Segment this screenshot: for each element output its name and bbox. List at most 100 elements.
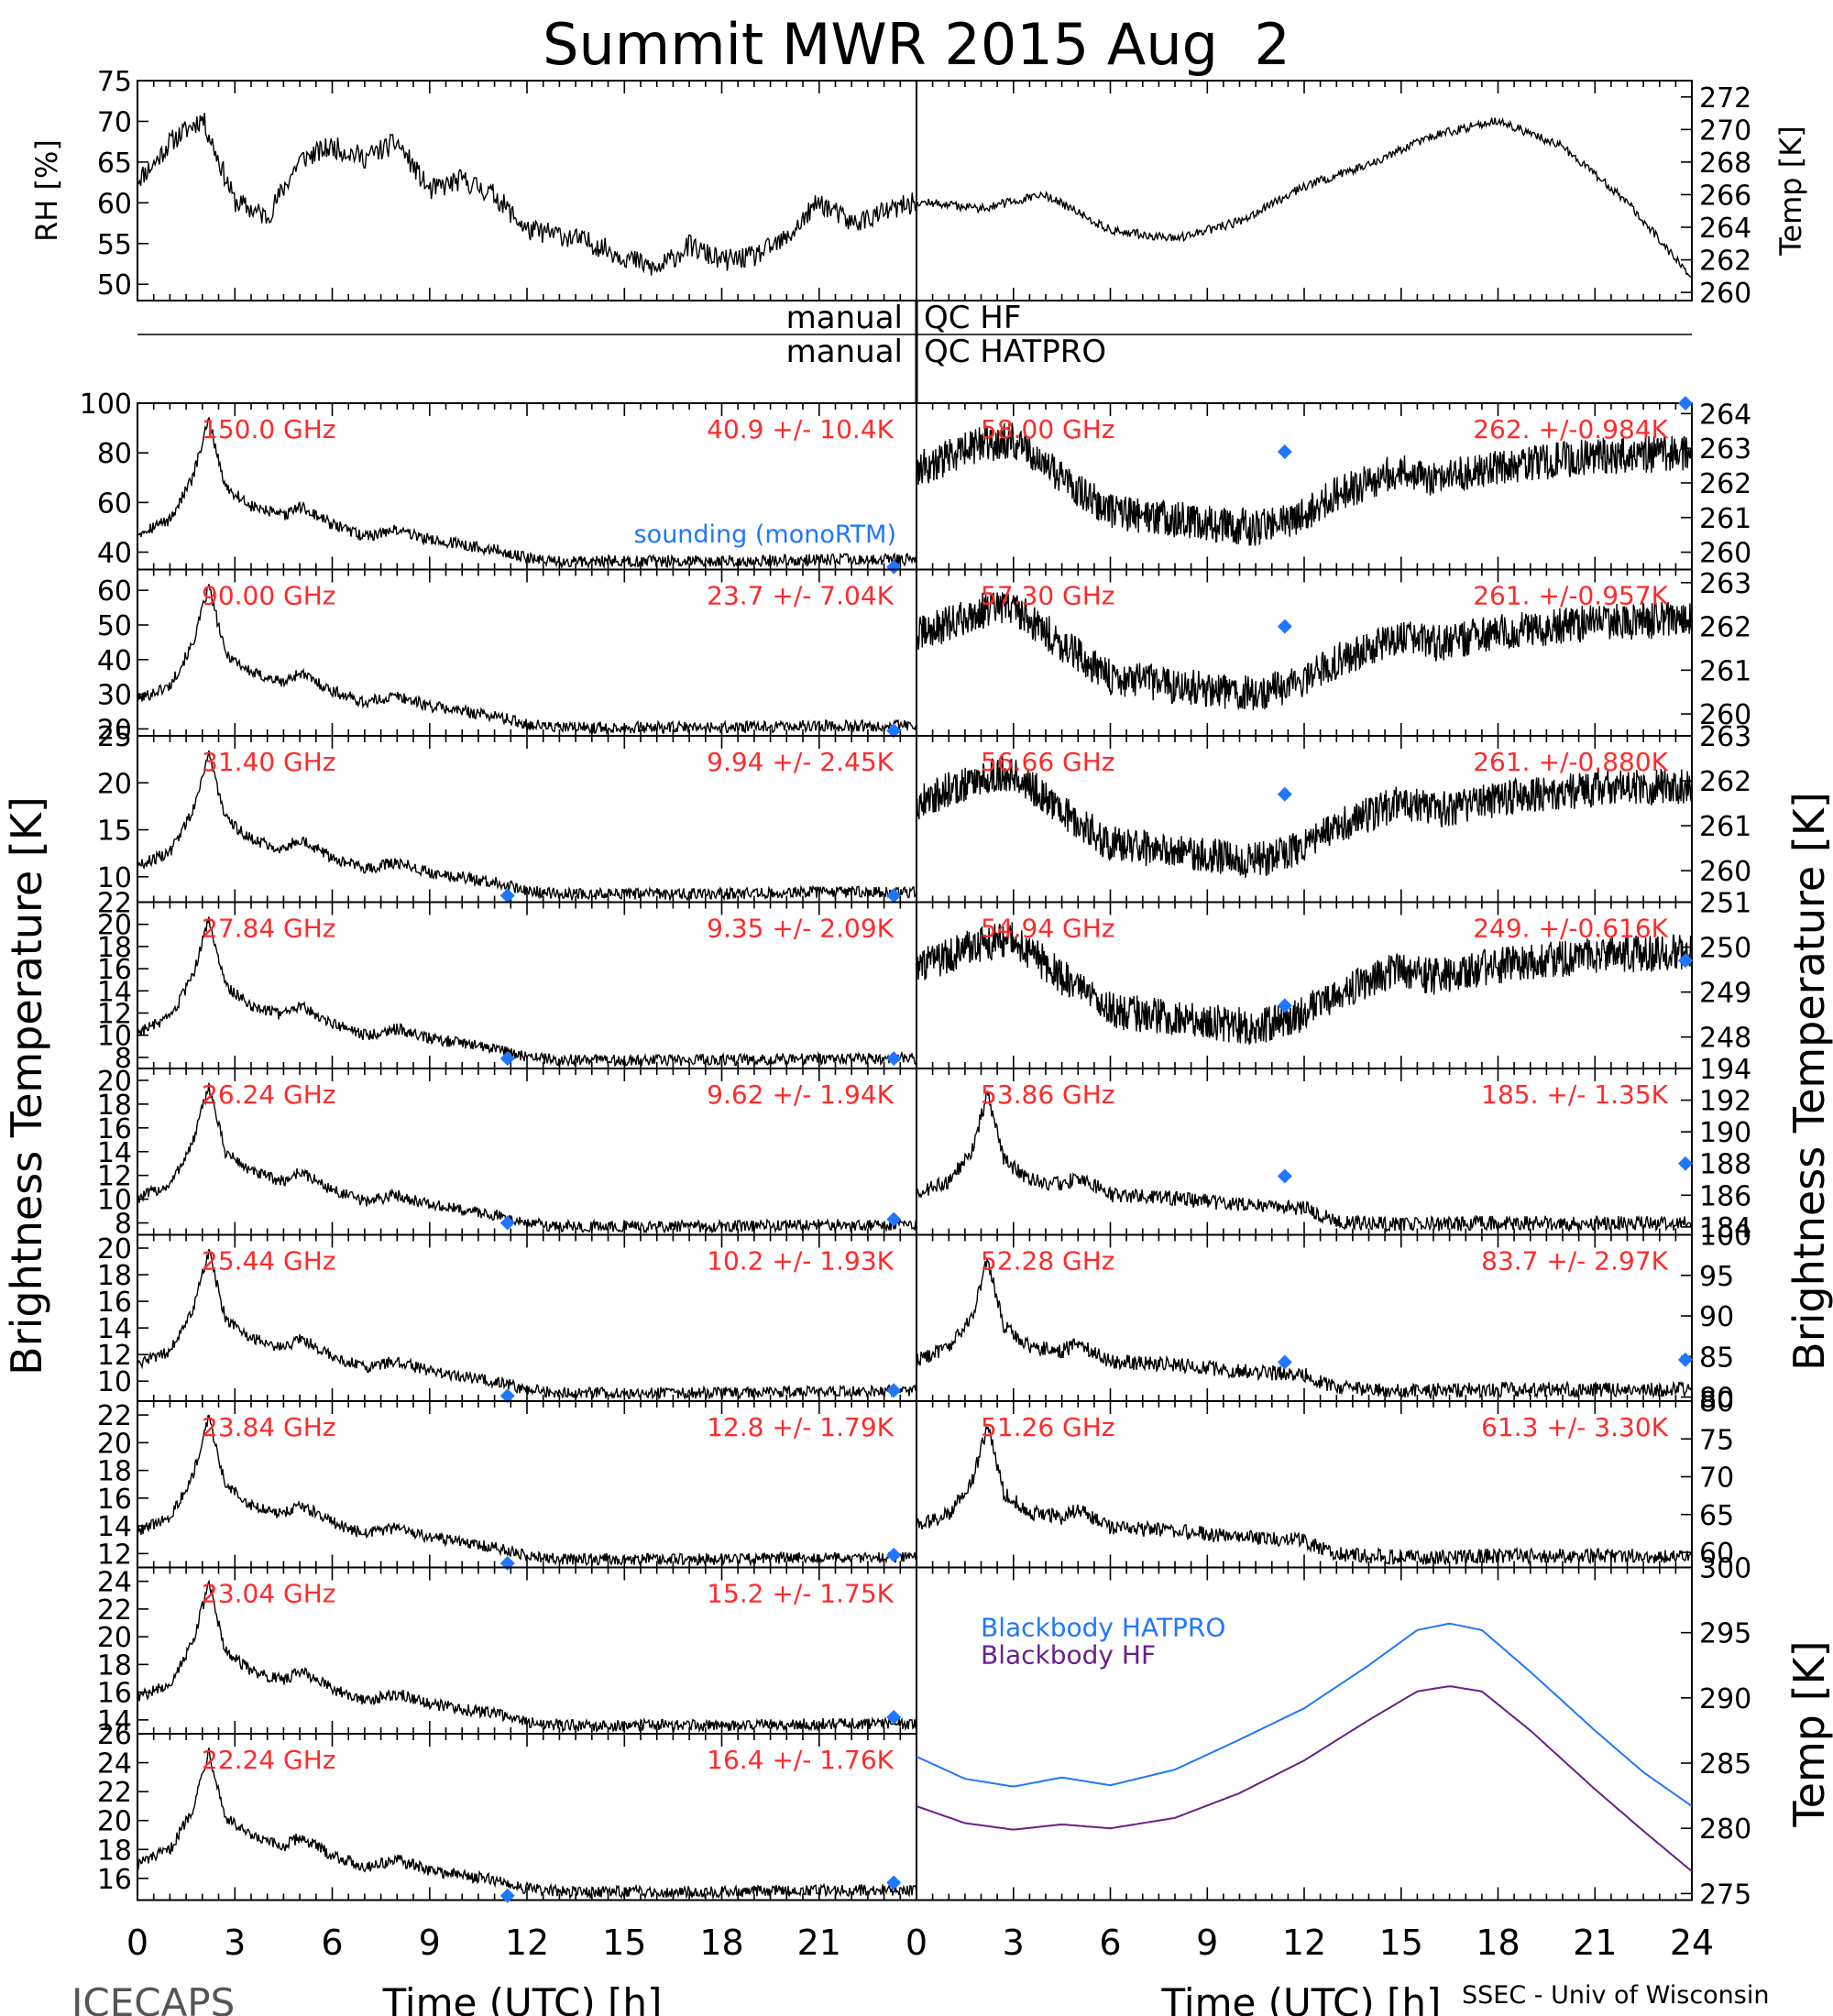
- x-tick-marks: [916, 902, 1693, 1068]
- channel-stat: 261. +/-0.957K: [1473, 581, 1668, 611]
- x-tick-marks: [137, 1734, 917, 1901]
- x-tick-label: 24: [1670, 1923, 1714, 1963]
- y-tick-label: 90: [1699, 1301, 1734, 1333]
- y-tick-label: 80: [1699, 1383, 1734, 1415]
- y-tick-label: 250: [1699, 933, 1751, 965]
- sounding-marker: [499, 1888, 515, 1903]
- y-tick-label: 16: [97, 1864, 132, 1896]
- x-tick-label: 15: [602, 1923, 646, 1963]
- y-tick-label: 20: [97, 1233, 132, 1265]
- temp-tick-label: 260: [1699, 278, 1751, 310]
- y-tick-label: 20: [97, 768, 132, 800]
- y-tick-label: 30: [97, 680, 132, 712]
- y-tick-label: 25: [97, 721, 132, 753]
- channel-trace: [137, 584, 917, 736]
- sounding-legend: sounding (monoRTM): [634, 520, 896, 549]
- channel-trace: [916, 1258, 1693, 1400]
- channel-stat: 9.62 +/- 1.94K: [707, 1079, 894, 1110]
- y-tick-label: 10: [97, 1185, 132, 1217]
- y-tick-label: 14: [97, 1511, 132, 1543]
- y-tick-label: 80: [1699, 1386, 1734, 1419]
- qc-label: manual: [786, 300, 903, 336]
- sounding-marker: [499, 1051, 515, 1067]
- sounding-marker: [886, 1051, 902, 1067]
- channel-frequency: 31.40 GHz: [202, 747, 336, 777]
- y-tick-label: 16: [97, 1484, 132, 1516]
- bb-tick-label: 275: [1699, 1879, 1751, 1911]
- x-tick-marks: [916, 1567, 1693, 1901]
- temp-tick-label: 266: [1699, 180, 1751, 212]
- rh-trace: [137, 113, 917, 276]
- x-tick-marks: [916, 736, 1693, 903]
- x-tick-label: 9: [419, 1923, 441, 1963]
- channel-frequency: 22.24 GHz: [202, 1745, 336, 1775]
- x-tick-label: 21: [797, 1923, 841, 1963]
- bb-tick-label: 280: [1699, 1813, 1751, 1846]
- channel-frequency: 52.28 GHz: [981, 1246, 1115, 1276]
- sounding-marker: [886, 1547, 902, 1562]
- x-axis-label-left: Time (UTC) [h]: [382, 1980, 663, 2016]
- temp-tick-label: 264: [1699, 213, 1751, 245]
- y-tick-label: 22: [97, 1400, 132, 1432]
- rh-tick-label: 75: [97, 66, 132, 98]
- y-tick-label: 95: [1699, 1261, 1734, 1293]
- channel-frequency: 51.26 GHz: [981, 1412, 1115, 1442]
- channel-trace: [916, 756, 1693, 878]
- x-tick-label: 12: [505, 1923, 549, 1963]
- y-tick-label: 8: [115, 1209, 132, 1241]
- y-tick-label: 18: [97, 1456, 132, 1488]
- y-tick-label: 26: [97, 1719, 132, 1751]
- hf-blackbody-line: [916, 1685, 1693, 1872]
- y-tick-label: 60: [97, 575, 132, 608]
- channel-stat: 9.94 +/- 2.45K: [707, 747, 894, 777]
- channel-trace: [137, 416, 917, 570]
- y-tick-label: 22: [97, 1777, 132, 1809]
- y-tick-label: 50: [97, 610, 132, 642]
- channel-stat: 23.7 +/- 7.04K: [707, 581, 894, 611]
- y-tick-label: 262: [1699, 612, 1751, 644]
- channel-trace: [137, 1414, 917, 1567]
- y-axis-label-left: Brightness Temperature [K]: [2, 796, 51, 1375]
- sounding-marker: [1277, 1354, 1292, 1370]
- channel-stat: 83.7 +/- 2.97K: [1481, 1246, 1668, 1276]
- channel-frequency: 53.86 GHz: [981, 1079, 1115, 1110]
- sounding-marker: [886, 1211, 902, 1227]
- channel-trace: [916, 591, 1693, 711]
- rh-tick-label: 55: [97, 229, 132, 261]
- y-tick-label: 263: [1699, 721, 1751, 753]
- sounding-marker: [1677, 1156, 1693, 1171]
- bb-axis-label: Temp [K]: [1784, 1640, 1833, 1827]
- x-tick-label: 21: [1573, 1923, 1617, 1963]
- channel-stat: 15.2 +/- 1.75K: [707, 1579, 894, 1609]
- channel-stat: 9.35 +/- 2.09K: [707, 914, 894, 944]
- y-tick-label: 261: [1699, 503, 1751, 535]
- channel-trace: [137, 750, 917, 903]
- bb-tick-label: 295: [1699, 1618, 1751, 1650]
- temp-panel-frame: [916, 80, 1693, 301]
- y-tick-label: 14: [97, 1705, 132, 1737]
- x-tick-label: 18: [699, 1923, 743, 1963]
- x-tick-label: 3: [1003, 1923, 1025, 1963]
- temp-tick-label: 272: [1699, 82, 1751, 115]
- y-tick-label: 22: [97, 888, 132, 920]
- y-tick-label: 260: [1699, 699, 1751, 731]
- x-tick-label: 0: [126, 1923, 148, 1963]
- y-tick-label: 20: [97, 1428, 132, 1460]
- x-tick-label: 0: [906, 1923, 927, 1963]
- channel-frequency: 23.04 GHz: [202, 1579, 336, 1609]
- channel-frequency: 23.84 GHz: [202, 1412, 336, 1442]
- bb-tick-label: 285: [1699, 1748, 1751, 1780]
- temp-tick-label: 268: [1699, 148, 1751, 180]
- channel-stat: 185. +/- 1.35K: [1481, 1079, 1668, 1110]
- y-tick-label: 20: [97, 1622, 132, 1654]
- y-tick-label: 10: [97, 862, 132, 894]
- y-tick-label: 20: [97, 1066, 132, 1098]
- channel-frequency: 25.44 GHz: [202, 1246, 336, 1276]
- y-tick-label: 263: [1699, 433, 1751, 466]
- temp-axis-label: Temp [K]: [1773, 126, 1808, 256]
- x-tick-label: 6: [1099, 1923, 1121, 1963]
- y-tick-label: 184: [1699, 1212, 1751, 1244]
- x-tick-label: 12: [1282, 1923, 1326, 1963]
- sounding-marker: [499, 1388, 515, 1404]
- temp-tick-label: 270: [1699, 115, 1751, 147]
